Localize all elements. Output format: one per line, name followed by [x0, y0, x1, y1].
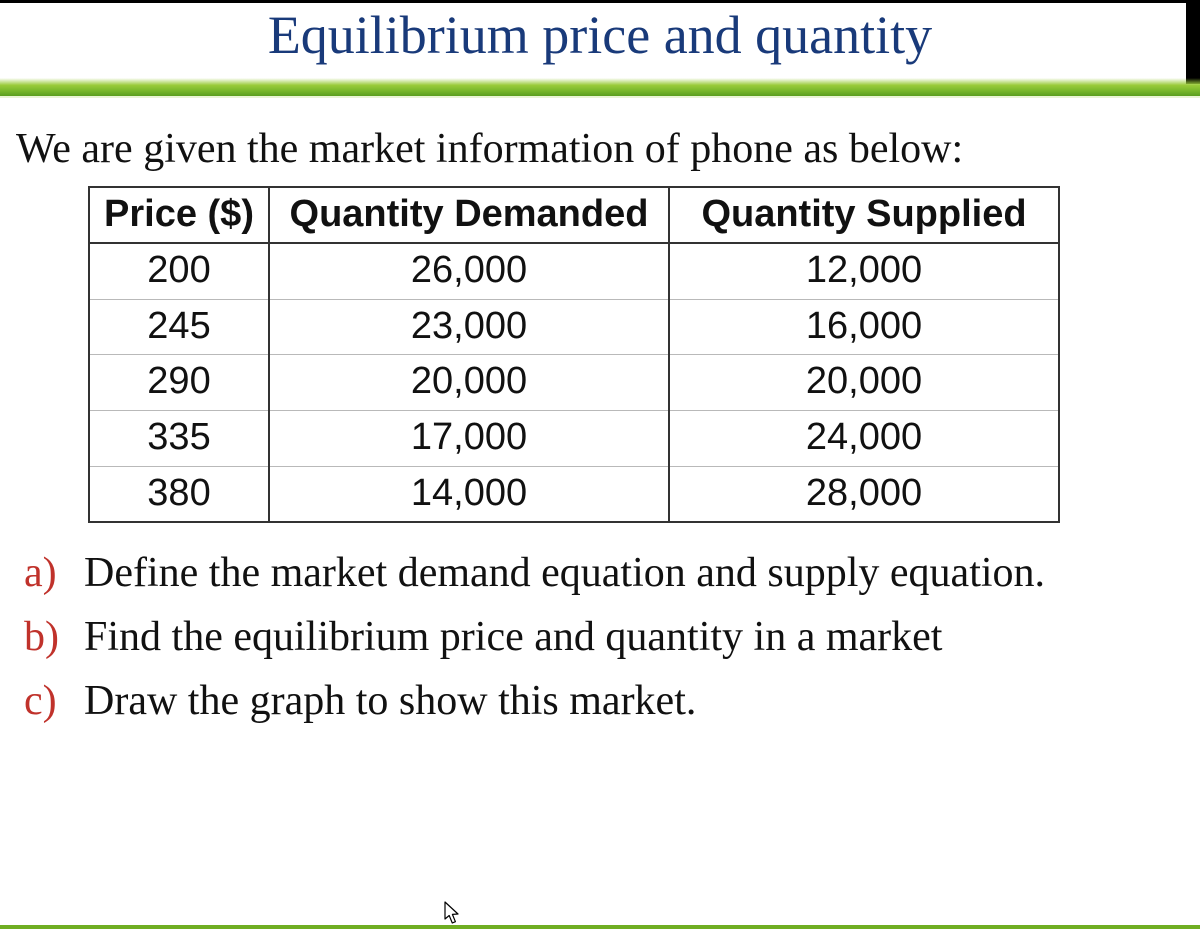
cell-qd: 20,000: [269, 355, 669, 411]
col-header-price: Price ($): [89, 187, 269, 244]
col-header-qd: Quantity Demanded: [269, 187, 669, 244]
table-header-row: Price ($) Quantity Demanded Quantity Sup…: [89, 187, 1059, 244]
slide-body: We are given the market information of p…: [0, 96, 1200, 728]
question-text: Draw the graph to show this market.: [84, 675, 1180, 729]
cell-qs: 20,000: [669, 355, 1059, 411]
question-text: Find the equilibrium price and quantity …: [84, 611, 1180, 665]
slide-bottom-edge: [0, 925, 1200, 929]
table-row: 380 14,000 28,000: [89, 466, 1059, 522]
slide-title: Equilibrium price and quantity: [0, 6, 1200, 78]
title-bar: Equilibrium price and quantity: [0, 0, 1200, 96]
table-row: 335 17,000 24,000: [89, 411, 1059, 467]
question-item-a: a) Define the market demand equation and…: [24, 547, 1180, 601]
cell-price: 335: [89, 411, 269, 467]
cell-qd: 14,000: [269, 466, 669, 522]
cell-price: 290: [89, 355, 269, 411]
cursor-icon: [444, 901, 462, 925]
col-header-qs: Quantity Supplied: [669, 187, 1059, 244]
question-bullet: b): [24, 611, 84, 665]
market-table: Price ($) Quantity Demanded Quantity Sup…: [88, 186, 1060, 524]
cell-qd: 23,000: [269, 299, 669, 355]
question-bullet: a): [24, 547, 84, 601]
question-text: Define the market demand equation and su…: [84, 547, 1180, 601]
cell-price: 200: [89, 243, 269, 299]
cell-qs: 24,000: [669, 411, 1059, 467]
title-underline: [0, 78, 1200, 96]
cell-qd: 17,000: [269, 411, 669, 467]
question-bullet: c): [24, 675, 84, 729]
table-row: 290 20,000 20,000: [89, 355, 1059, 411]
cell-qs: 16,000: [669, 299, 1059, 355]
table-row: 245 23,000 16,000: [89, 299, 1059, 355]
cell-qs: 28,000: [669, 466, 1059, 522]
cell-qd: 26,000: [269, 243, 669, 299]
question-item-b: b) Find the equilibrium price and quanti…: [24, 611, 1180, 665]
intro-text: We are given the market information of p…: [16, 124, 1190, 175]
table-row: 200 26,000 12,000: [89, 243, 1059, 299]
table-wrap: Price ($) Quantity Demanded Quantity Sup…: [88, 186, 1190, 524]
cell-qs: 12,000: [669, 243, 1059, 299]
cell-price: 380: [89, 466, 269, 522]
question-item-c: c) Draw the graph to show this market.: [24, 675, 1180, 729]
question-list: a) Define the market demand equation and…: [16, 547, 1190, 728]
cell-price: 245: [89, 299, 269, 355]
